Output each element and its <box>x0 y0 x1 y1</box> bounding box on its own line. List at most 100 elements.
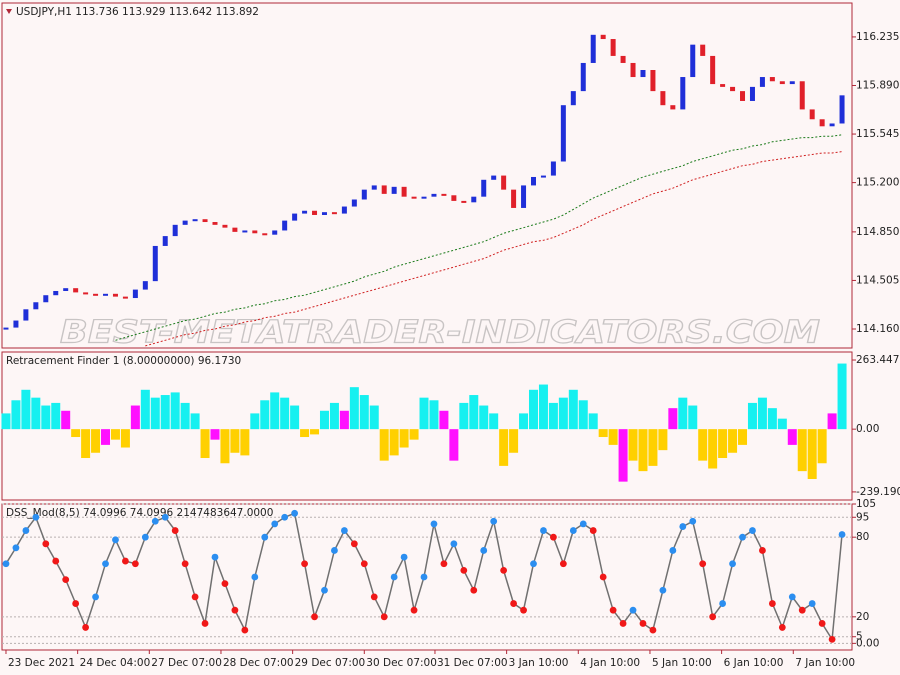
dss-dot <box>788 593 796 601</box>
histogram-bar <box>688 405 698 430</box>
price-bar <box>142 281 148 290</box>
dss-dot <box>659 586 667 594</box>
x-tick-label: 29 Dec 07:00 <box>295 657 366 669</box>
dss-dot <box>141 533 149 541</box>
price-bar <box>272 230 278 235</box>
y-tick-label: 115.200 <box>856 177 899 189</box>
histogram-bar <box>21 389 31 430</box>
price-bar <box>252 230 258 234</box>
price-bar <box>172 224 178 237</box>
price-bar <box>471 196 477 203</box>
x-tick-label: 3 Jan 10:00 <box>509 657 569 669</box>
price-bar <box>112 293 118 297</box>
price-bar <box>590 34 596 63</box>
price-bar <box>620 55 626 63</box>
dss-dot <box>201 620 209 627</box>
histogram-bar <box>827 413 837 430</box>
dss-dot <box>321 586 328 594</box>
panel-title: Retracement Finder 1 (8.00000000) 96.173… <box>6 355 241 367</box>
price-bar <box>461 200 467 203</box>
dss-dot <box>639 620 647 627</box>
dss-dot <box>520 606 527 614</box>
dss-dot <box>102 560 109 568</box>
dss-dot <box>191 593 199 601</box>
histogram-bar <box>439 410 449 430</box>
x-tick-label: 28 Dec 07:00 <box>223 657 294 669</box>
dss-dot <box>350 540 358 548</box>
dss-dot <box>808 600 816 607</box>
histogram-bar <box>200 429 210 459</box>
histogram-bar <box>160 395 170 430</box>
price-bar <box>550 161 556 176</box>
price-bar <box>759 77 765 87</box>
price-bar <box>769 77 775 82</box>
dss-dot <box>22 527 30 534</box>
x-tick-label: 24 Dec 04:00 <box>80 657 151 669</box>
price-bar <box>580 62 586 92</box>
price-bar <box>431 193 437 197</box>
price-bar <box>103 293 109 296</box>
histogram-bar <box>170 392 180 430</box>
histogram-bar <box>11 400 21 430</box>
dss-dot <box>699 560 707 568</box>
panel-title: USDJPY,H1 113.736 113.929 113.642 113.89… <box>16 6 259 18</box>
histogram-bar <box>319 410 329 430</box>
dss-dot <box>679 523 687 530</box>
title-marker <box>6 9 12 14</box>
histogram-bar <box>678 397 688 430</box>
dss-dot <box>181 560 189 568</box>
y-tick-label: 116.235 <box>856 31 899 43</box>
y-tick-label: -239.1903 <box>856 486 900 498</box>
price-bar <box>779 81 785 85</box>
dss-dot <box>271 520 279 528</box>
histogram-bar <box>120 429 130 448</box>
histogram-bar <box>349 387 359 430</box>
price-bar <box>381 185 387 194</box>
price-bar <box>710 55 716 85</box>
histogram-bar <box>130 405 140 430</box>
dss-dot <box>32 513 40 521</box>
histogram-bar <box>280 397 290 430</box>
price-bar <box>3 327 9 330</box>
dss-dot <box>390 573 398 581</box>
dss-dot <box>52 557 60 565</box>
dss-dot <box>171 527 179 534</box>
price-bar <box>222 224 228 228</box>
dss-dot <box>530 560 537 568</box>
histogram-bar <box>628 429 638 461</box>
price-bar <box>83 292 89 295</box>
dss-dot <box>161 513 169 521</box>
price-bar <box>262 233 268 236</box>
dss-dot <box>400 553 408 561</box>
price-bar <box>292 213 298 221</box>
histogram-bar <box>220 429 230 464</box>
y-tick-label: 114.160 <box>856 323 899 335</box>
histogram-bar <box>618 429 628 482</box>
dss-dot <box>410 606 418 614</box>
dss-dot <box>211 553 219 561</box>
histogram-bar <box>489 413 499 430</box>
dss-dot <box>261 533 269 541</box>
price-bar <box>23 309 29 321</box>
histogram-bar <box>578 400 588 430</box>
histogram-bar <box>568 389 578 430</box>
price-bar <box>501 175 507 190</box>
histogram-bar <box>728 429 738 453</box>
price-bar <box>829 123 835 127</box>
histogram-bar <box>409 429 419 440</box>
histogram-bar <box>747 402 757 430</box>
dss-dot <box>749 527 756 534</box>
price-bar <box>740 91 746 101</box>
y-tick-label: 80 <box>856 531 869 543</box>
dss-dot <box>301 560 308 568</box>
histogram-bar <box>369 405 379 430</box>
price-bar <box>53 290 59 296</box>
price-bar <box>212 222 218 225</box>
dss-dot <box>828 635 836 643</box>
histogram-bar <box>359 395 369 430</box>
histogram-bar <box>290 405 300 430</box>
y-tick-label: 105 <box>856 498 876 510</box>
dss-dot <box>550 533 557 541</box>
histogram-bar <box>270 392 280 430</box>
dss-dot <box>480 547 488 554</box>
